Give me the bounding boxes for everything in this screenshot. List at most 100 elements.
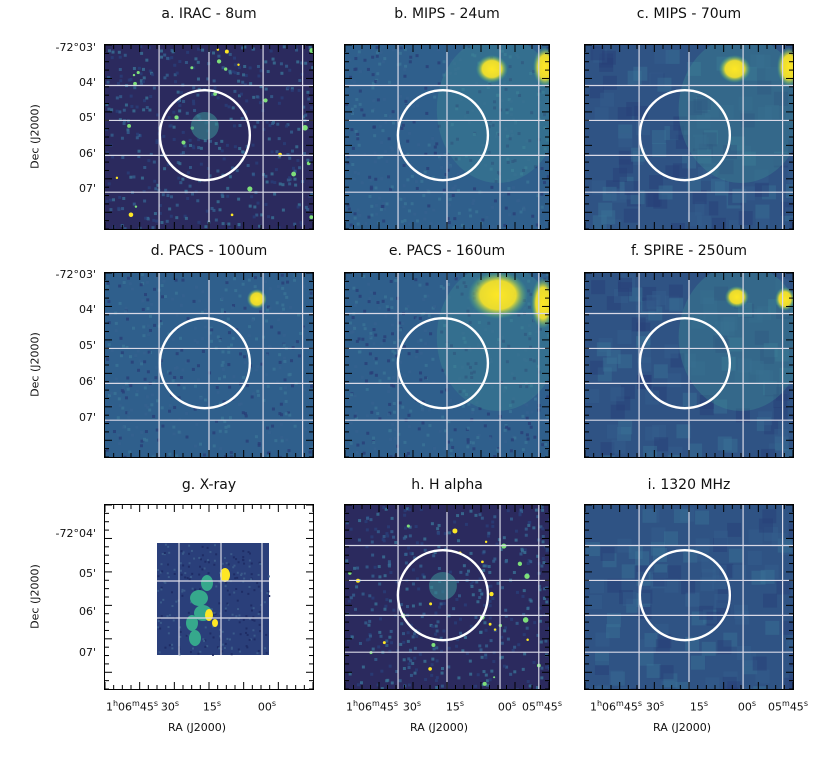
noise-pixel (260, 603, 263, 606)
texture-pixel (542, 108, 546, 112)
texture-pixel (370, 540, 374, 544)
texture-pixel (470, 371, 474, 375)
texture-pixel (284, 412, 288, 416)
texture-pixel (650, 574, 665, 589)
texture-pixel (426, 433, 430, 437)
texture-pixel (353, 394, 357, 398)
texture-pixel (138, 359, 142, 363)
texture-pixel (649, 175, 664, 190)
texture-pixel (447, 221, 451, 225)
texture-pixel (362, 274, 366, 278)
texture-pixel (491, 524, 495, 528)
texture-pixel (378, 124, 382, 128)
texture-pixel (543, 147, 547, 151)
texture-pixel (163, 167, 167, 171)
point-source (501, 543, 507, 549)
noise-pixel (162, 598, 165, 601)
texture-pixel (510, 372, 514, 376)
texture-pixel (448, 570, 452, 574)
texture-pixel (237, 94, 241, 98)
texture-pixel (233, 89, 237, 93)
texture-pixel (368, 634, 372, 638)
texture-pixel (310, 193, 313, 197)
texture-pixel (148, 108, 152, 112)
texture-pixel (411, 582, 415, 586)
texture-pixel (155, 139, 159, 143)
texture-pixel (239, 352, 243, 356)
texture-pixel (460, 223, 464, 227)
texture-pixel (146, 370, 150, 374)
texture-pixel (135, 136, 139, 140)
texture-pixel (366, 431, 370, 435)
texture-pixel (423, 537, 427, 541)
xray-emission (186, 615, 198, 631)
noise-pixel (218, 635, 221, 638)
texture-pixel (458, 377, 462, 381)
noise-pixel (164, 543, 167, 546)
noise-pixel (185, 634, 188, 637)
texture-pixel (114, 321, 118, 325)
noise-pixel (157, 626, 160, 629)
texture-pixel (302, 449, 306, 453)
texture-pixel (475, 401, 479, 405)
texture-pixel (758, 411, 773, 426)
texture-pixel (529, 345, 533, 349)
texture-pixel (502, 389, 506, 393)
texture-pixel (398, 321, 402, 325)
texture-pixel (251, 172, 255, 176)
texture-pixel (105, 199, 109, 203)
panel-i-image (585, 505, 793, 689)
texture-pixel (349, 421, 353, 425)
texture-pixel (192, 99, 196, 103)
texture-pixel (204, 308, 208, 312)
texture-pixel (509, 99, 513, 103)
texture-pixel (240, 117, 244, 121)
texture-pixel (425, 282, 429, 286)
texture-pixel (181, 151, 185, 155)
texture-pixel (490, 385, 494, 389)
texture-pixel (524, 533, 528, 537)
texture-pixel (536, 515, 540, 519)
texture-pixel (155, 219, 159, 223)
texture-pixel (440, 649, 444, 653)
texture-pixel (381, 299, 385, 303)
noise-pixel (257, 585, 260, 588)
texture-pixel (527, 421, 531, 425)
point-source (406, 524, 410, 528)
texture-pixel (119, 79, 123, 83)
texture-pixel (773, 153, 788, 168)
texture-pixel (245, 384, 249, 388)
texture-pixel (381, 129, 385, 133)
texture-pixel (474, 361, 478, 365)
point-source (181, 140, 186, 145)
dec-tick-label: 04' (78, 76, 96, 89)
texture-pixel (489, 357, 493, 361)
noise-pixel (166, 615, 169, 618)
texture-pixel (783, 448, 793, 457)
texture-pixel (151, 73, 155, 77)
texture-pixel (148, 314, 152, 318)
texture-pixel (455, 597, 459, 601)
texture-pixel (592, 215, 607, 229)
texture-pixel (509, 319, 513, 323)
texture-pixel (139, 45, 143, 49)
noise-pixel (188, 578, 191, 581)
texture-pixel (529, 358, 533, 362)
texture-pixel (443, 532, 447, 536)
texture-pixel (382, 97, 386, 101)
noise-pixel (248, 617, 251, 620)
texture-pixel (137, 149, 141, 153)
texture-pixel (345, 102, 349, 106)
noise-pixel (206, 559, 209, 562)
texture-pixel (478, 407, 482, 411)
texture-pixel (129, 355, 133, 359)
texture-pixel (181, 130, 185, 134)
texture-pixel (760, 349, 775, 364)
texture-pixel (402, 197, 406, 201)
texture-pixel (120, 136, 124, 140)
texture-pixel (264, 373, 268, 377)
texture-pixel (278, 412, 282, 416)
noise-pixel (257, 649, 260, 652)
texture-pixel (126, 171, 130, 175)
texture-pixel (404, 454, 408, 457)
